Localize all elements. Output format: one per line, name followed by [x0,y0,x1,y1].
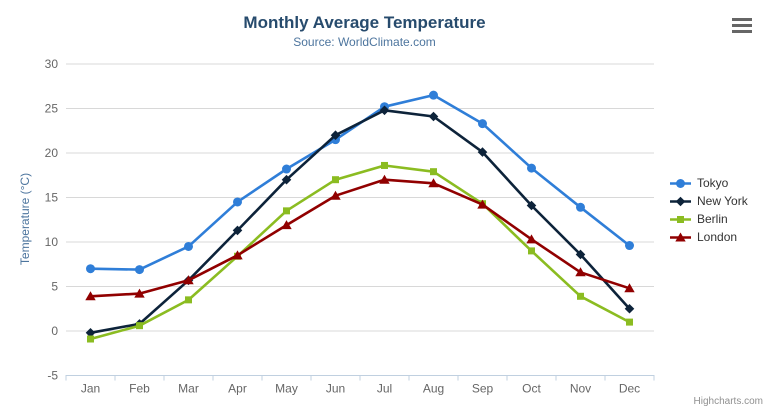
x-axis-label: Nov [570,382,591,396]
marker-diamond-icon[interactable] [232,225,243,236]
series-berlin[interactable] [87,161,633,343]
export-menu-button[interactable] [729,15,755,37]
legend-item-tokyo[interactable]: Tokyo [669,174,748,192]
marker-triangle-icon[interactable] [428,178,439,188]
x-axis-label: May [275,382,298,396]
marker-circle-icon [676,178,685,188]
marker-circle-icon[interactable] [233,197,242,207]
x-axis-label: Apr [228,382,247,396]
y-axis-title: Temperature (°C) [18,172,32,266]
y-axis-label: -5 [47,369,58,383]
series-line-london [89,178,631,298]
marker-triangle-icon [675,232,686,241]
marker-square-icon[interactable] [283,207,290,215]
legend: Tokyo New York Berlin London [669,174,748,246]
marker-triangle-icon[interactable] [526,234,537,244]
marker-triangle-icon[interactable] [379,174,390,184]
marker-diamond-icon[interactable] [575,249,586,260]
marker-square-icon[interactable] [528,247,535,255]
marker-diamond-icon[interactable] [85,327,96,338]
y-axis-label: 30 [45,57,59,71]
chart-subtitle: Source: WorldClimate.com [293,35,436,49]
legend-item-london[interactable]: London [669,228,748,246]
x-axis-label: Jun [326,382,345,396]
marker-circle-icon[interactable] [527,163,536,173]
marker-square-icon[interactable] [87,335,94,343]
series-new-york[interactable] [85,105,635,338]
legend-diamond-icon [670,196,691,206]
x-axis-label: Feb [129,382,150,396]
marker-triangle-icon[interactable] [183,275,194,285]
marker-diamond-icon[interactable] [330,130,341,140]
marker-square-icon[interactable] [136,322,143,330]
marker-triangle-icon[interactable] [134,288,145,298]
y-axis-label: 25 [45,102,59,116]
legend-label: Berlin [697,212,728,226]
chart-title: Monthly Average Temperature [243,13,486,32]
marker-diamond-icon[interactable] [281,174,292,185]
marker-circle-icon[interactable] [576,202,585,212]
marker-circle-icon[interactable] [282,164,291,174]
credits-link[interactable]: Highcharts.com [693,396,763,407]
marker-diamond-icon[interactable] [379,105,390,116]
marker-diamond-icon[interactable] [624,303,635,314]
hamburger-menu-icon [732,18,752,21]
series-london[interactable] [85,174,635,301]
marker-diamond-icon [675,196,686,206]
legend-square-icon [670,215,691,223]
series-line-tokyo [89,93,631,271]
y-axis-label: 0 [51,324,58,338]
hamburger-menu-icon [732,30,752,33]
y-axis-label: 20 [45,146,59,160]
x-axis-label: Jul [377,382,392,396]
marker-diamond-icon[interactable] [477,147,488,157]
legend-item-berlin[interactable]: Berlin [669,210,748,228]
marker-square-icon[interactable] [577,292,584,300]
legend-triangle-icon [670,232,691,241]
marker-diamond-icon[interactable] [526,200,537,211]
marker-triangle-icon[interactable] [330,190,341,200]
marker-square-icon[interactable] [185,296,192,304]
x-axis-label: Mar [178,382,199,396]
legend-label: New York [697,194,748,208]
marker-circle-icon[interactable] [429,90,438,100]
marker-triangle-icon[interactable] [477,199,488,209]
marker-triangle-icon[interactable] [232,250,243,260]
marker-circle-icon[interactable] [135,265,144,275]
marker-diamond-icon[interactable] [428,111,439,122]
x-axis-label: Sep [472,382,494,396]
x-axis-label: Oct [522,382,541,396]
marker-triangle-icon[interactable] [85,291,96,301]
marker-square-icon [677,215,684,223]
legend-item-new-york[interactable]: New York [669,192,748,210]
marker-square-icon[interactable] [381,161,388,169]
x-axis-label: Dec [619,382,640,396]
legend-label: London [697,230,738,244]
x-axis-label: Jan [81,382,100,396]
legend-label: Tokyo [697,176,729,190]
marker-circle-icon[interactable] [625,241,634,251]
series-tokyo[interactable] [86,90,634,275]
marker-triangle-icon[interactable] [575,267,586,277]
hamburger-menu-icon [732,24,752,27]
y-axis-label: 5 [51,280,58,294]
legend-circle-icon [670,178,691,188]
marker-triangle-icon[interactable] [624,283,635,293]
marker-square-icon[interactable] [430,168,437,176]
marker-circle-icon[interactable] [184,241,193,251]
marker-circle-icon[interactable] [478,119,487,129]
y-axis-label: 15 [45,191,59,205]
y-axis-label: 10 [45,235,59,249]
series-line-new-york [89,109,631,335]
marker-circle-icon[interactable] [86,264,95,274]
marker-triangle-icon[interactable] [281,220,292,230]
x-axis-label: Aug [423,382,444,396]
marker-square-icon[interactable] [332,176,339,184]
series-line-berlin [89,164,631,341]
marker-square-icon[interactable] [626,318,633,326]
